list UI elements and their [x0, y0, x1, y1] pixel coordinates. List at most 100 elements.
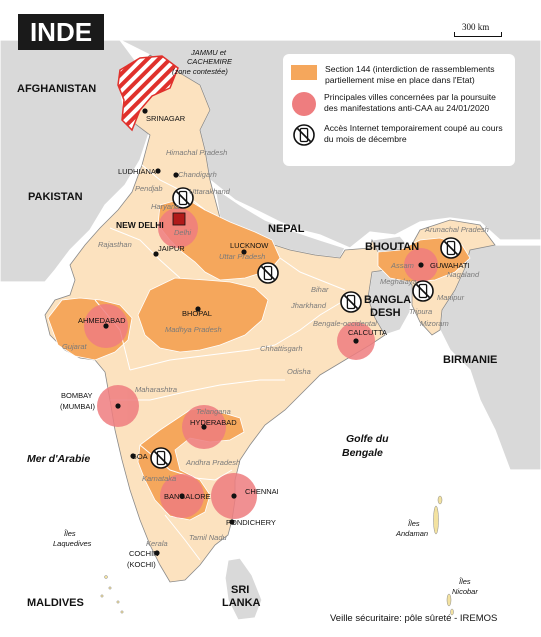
- label-karnataka: Karnataka: [142, 474, 176, 483]
- scale-bar: [454, 32, 502, 37]
- city-circle-swatch: [292, 92, 316, 116]
- credit-line: Veille sécuritaire: pôle sûreté - IREMOS: [330, 613, 498, 624]
- label-bombay: BOMBAY: [61, 391, 93, 400]
- city-labels: SRINAGAR LUDHIANA NEW DELHI JAIPUR LUCKN…: [60, 114, 470, 569]
- label-bengale-sea: Bengale: [342, 447, 383, 459]
- label-cochin: COCHIN: [129, 549, 159, 558]
- scale-label: 300 km: [462, 22, 490, 32]
- label-himachal: Himachal Pradesh: [166, 148, 227, 157]
- label-calcutta: CALCUTTA: [348, 328, 387, 337]
- label-pondichery: PONDICHERY: [226, 518, 276, 527]
- dot-ludhiana: [155, 168, 161, 174]
- label-chandigarh: Chandigarh: [178, 170, 217, 179]
- label-jammu: JAMMU et: [190, 48, 227, 57]
- label-telangana: Telangana: [196, 407, 231, 416]
- island-labels: Îles Laquedives Îles Andaman Îles Nicoba…: [53, 519, 478, 596]
- label-pakistan: PAKISTAN: [28, 191, 83, 203]
- legend-internet-text: Accès Internet temporairement coupé au c…: [324, 123, 503, 144]
- label-rajasthan: Rajasthan: [98, 240, 132, 249]
- label-ahmedabad: AHMEDABAD: [78, 316, 126, 325]
- phone-crossed-icon: [440, 237, 462, 259]
- label-desh: DESH: [370, 307, 401, 319]
- phone-crossed-icon: [150, 447, 172, 469]
- label-goa: GOA: [131, 452, 148, 461]
- dot-bangalore: [179, 493, 185, 499]
- label-golfe-du: Golfe du: [346, 433, 389, 445]
- label-srinagar: SRINAGAR: [146, 114, 186, 123]
- label-nagaland: Nagaland: [447, 270, 480, 279]
- label-kochi: (KOCHI): [127, 560, 156, 569]
- dot-pondichery: [229, 519, 235, 525]
- section144-swatch: [291, 65, 317, 80]
- legend: Section 144 (interdiction de rassembleme…: [283, 54, 515, 166]
- islands: [100, 495, 454, 616]
- label-lanka: LANKA: [222, 597, 261, 609]
- legend-section144-text: Section 144 (interdiction de rassembleme…: [325, 64, 495, 85]
- label-zone-contestee: (zone contestée): [172, 67, 228, 76]
- label-nepal: NEPAL: [268, 223, 305, 235]
- label-madhya: Madhya Pradesh: [165, 325, 222, 334]
- phone-crossed-icon: [257, 262, 279, 284]
- label-sri: SRI: [231, 584, 249, 596]
- capital-square-icon: [172, 212, 186, 226]
- phone-crossed-icon: [340, 291, 362, 313]
- legend-row-internet: Accès Internet temporairement coupé au c…: [291, 123, 512, 147]
- dot-calcutta: [353, 338, 359, 344]
- label-iles-and: Îles: [408, 519, 420, 528]
- label-gujarat: Gujarat: [62, 342, 88, 351]
- dot-guwahati: [418, 262, 424, 268]
- dot-chennai: [231, 493, 237, 499]
- label-uttarakhand: Uttarakhand: [189, 187, 231, 196]
- label-assam: Assam: [390, 261, 414, 270]
- label-maharashtra: Maharashtra: [135, 385, 177, 394]
- dot-cochin: [154, 550, 160, 556]
- city-dots: [103, 108, 424, 556]
- label-mizoram: Mizoram: [420, 319, 449, 328]
- label-bangla: BANGLA: [364, 294, 411, 306]
- legend-row-cities: Principales villes concernées par la pou…: [291, 92, 512, 116]
- sri-lanka-land: [224, 557, 263, 621]
- label-new-delhi: NEW DELHI: [116, 220, 164, 230]
- label-pendjab: Pendjab: [135, 184, 163, 193]
- label-bhoutan: BHOUTAN: [365, 241, 419, 253]
- label-birmanie: BIRMANIE: [443, 354, 497, 366]
- label-mer-arabie: Mer d'Arabie: [27, 453, 90, 465]
- dot-ahmedabad: [103, 323, 109, 329]
- label-jaipur: JAIPUR: [158, 244, 185, 253]
- country-labels: AFGHANISTAN PAKISTAN NEPAL BHOUTAN BANGL…: [17, 83, 497, 609]
- label-bhopal: BHOPAL: [182, 309, 212, 318]
- state-labels: Himachal Pradesh Chandigarh Uttarakhand …: [62, 148, 489, 548]
- dot-srinagar: [142, 108, 148, 114]
- label-jharkhand: Jharkhand: [290, 301, 327, 310]
- label-chhattisgarh: Chhattisgarh: [260, 344, 303, 353]
- disputed-labels: JAMMU et CACHEMIRE (zone contestée): [172, 48, 233, 76]
- label-uttar: Uttar Pradesh: [219, 252, 265, 261]
- label-laquedives: Laquedives: [53, 539, 92, 548]
- label-tamil: Tamil Nadu: [189, 533, 227, 542]
- section144-madhya: [137, 277, 269, 353]
- label-bihar: Bihar: [311, 285, 329, 294]
- label-odisha: Odisha: [287, 367, 311, 376]
- label-lucknow: LUCKNOW: [230, 241, 269, 250]
- label-chennai: CHENNAI: [245, 487, 279, 496]
- phone-crossed-icon: [292, 123, 316, 147]
- label-maldives: MALDIVES: [27, 597, 84, 609]
- label-andaman: Andaman: [395, 529, 428, 538]
- sea-labels: Mer d'Arabie Golfe du Bengale: [27, 433, 389, 465]
- label-bengale-occ: Bengale-occidental: [313, 319, 377, 328]
- legend-cities-text: Principales villes concernées par la pou…: [324, 92, 496, 113]
- circle-new-delhi: [158, 208, 198, 248]
- label-tripura: Tripura: [409, 307, 432, 316]
- label-meghalaya: Meghalaya: [380, 277, 417, 286]
- dot-bombay: [115, 403, 121, 409]
- dot-bhopal: [195, 306, 201, 312]
- dot-lucknow: [241, 249, 247, 255]
- label-iles-laq: Îles: [64, 529, 76, 538]
- dot-chandigarh: [173, 172, 179, 178]
- map-title: INDE: [18, 14, 104, 50]
- label-cachemire: CACHEMIRE: [187, 57, 233, 66]
- label-mumbai: (MUMBAI): [60, 402, 95, 411]
- label-iles-nic: Îles: [459, 577, 471, 586]
- label-hyderabad: HYDERABAD: [190, 418, 237, 427]
